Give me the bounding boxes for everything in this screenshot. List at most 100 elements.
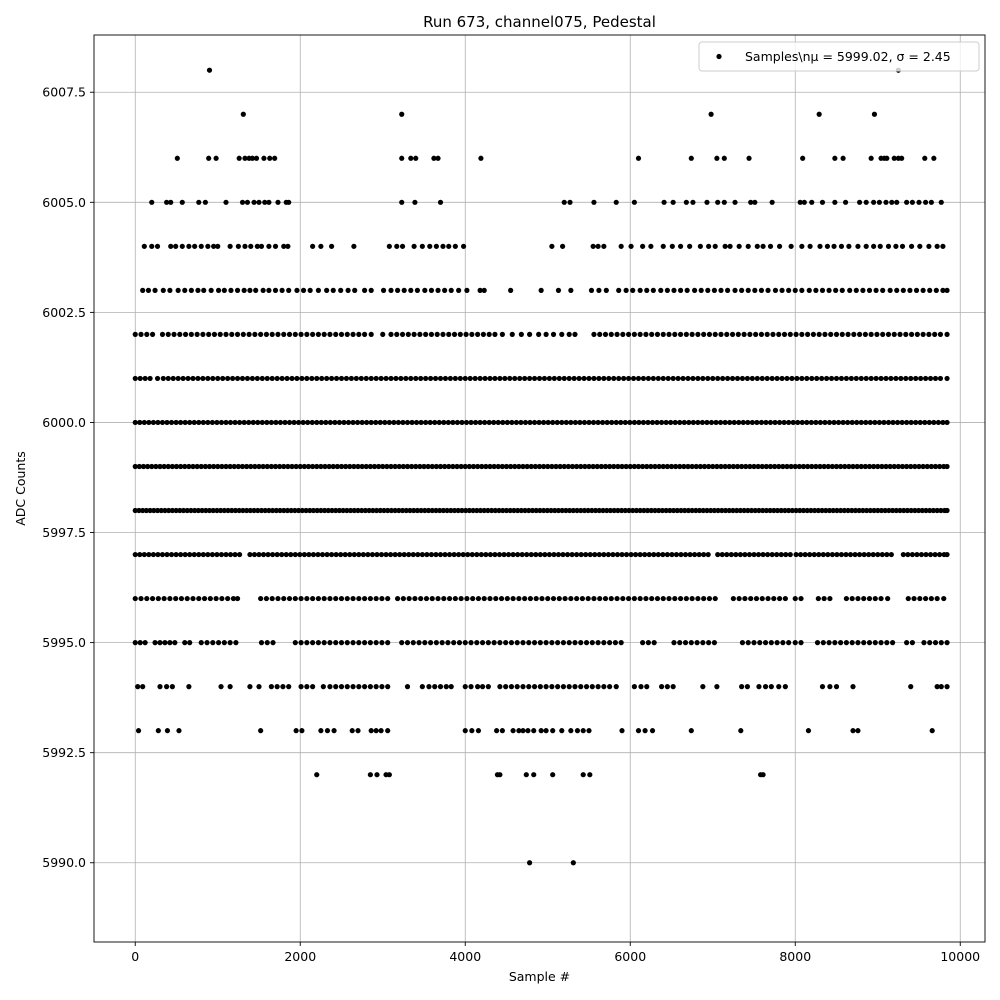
- data-point: [264, 640, 270, 646]
- data-point: [677, 243, 684, 249]
- data-point: [829, 463, 835, 470]
- data-point: [277, 419, 284, 426]
- data-point: [349, 728, 355, 734]
- data-point: [585, 507, 591, 514]
- data-point: [701, 595, 707, 602]
- data-point: [455, 507, 461, 514]
- data-point: [410, 640, 416, 646]
- data-point: [532, 463, 538, 470]
- data-point: [568, 419, 574, 426]
- data-point: [581, 507, 588, 514]
- data-point: [562, 595, 568, 602]
- data-point: [828, 331, 834, 337]
- data-point: [686, 419, 692, 426]
- data-point: [258, 728, 264, 734]
- data-point: [168, 199, 174, 205]
- data-point: [168, 419, 175, 426]
- data-point: [429, 595, 435, 602]
- data-point: [477, 419, 483, 426]
- data-point: [161, 595, 167, 602]
- data-point: [602, 331, 609, 337]
- data-point: [475, 684, 481, 690]
- data-point: [432, 419, 438, 426]
- data-point: [891, 331, 897, 337]
- data-point: [694, 640, 700, 646]
- data-point: [793, 507, 799, 514]
- data-point: [244, 199, 251, 205]
- data-point: [200, 551, 206, 558]
- data-point: [437, 507, 443, 514]
- data-point: [388, 331, 394, 337]
- data-point: [273, 419, 279, 426]
- data-point: [362, 640, 368, 646]
- data-point: [167, 640, 173, 646]
- data-point: [195, 375, 201, 382]
- data-point: [767, 507, 773, 514]
- data-point: [388, 287, 394, 293]
- data-point: [144, 595, 150, 602]
- data-point: [497, 684, 503, 690]
- data-point: [382, 419, 388, 426]
- data-point: [406, 595, 412, 602]
- data-point: [527, 375, 533, 382]
- data-point: [277, 507, 283, 514]
- data-point: [494, 728, 500, 734]
- data-point: [433, 507, 439, 514]
- data-point: [607, 507, 614, 514]
- data-point: [351, 463, 357, 470]
- data-point: [542, 551, 548, 558]
- data-point: [465, 551, 471, 558]
- data-point: [898, 375, 904, 382]
- data-point: [504, 595, 510, 602]
- data-point: [771, 507, 777, 514]
- data-point: [184, 595, 190, 602]
- data-point: [932, 640, 939, 646]
- data-point: [182, 419, 188, 426]
- data-point: [281, 463, 287, 470]
- data-point: [849, 419, 855, 426]
- data-point: [255, 507, 261, 514]
- data-point: [132, 595, 138, 602]
- data-point: [838, 507, 844, 514]
- data-point: [286, 287, 292, 293]
- data-point: [783, 551, 789, 558]
- data-point: [178, 551, 184, 558]
- data-point: [332, 419, 338, 426]
- data-point: [196, 199, 202, 205]
- data-point: [479, 640, 486, 646]
- data-point: [561, 463, 567, 470]
- data-point: [508, 684, 515, 690]
- data-point: [380, 287, 387, 293]
- data-point: [414, 507, 420, 514]
- data-point: [180, 507, 187, 514]
- data-point: [929, 728, 935, 734]
- data-point: [261, 155, 267, 161]
- data-point: [388, 375, 394, 382]
- data-point: [497, 640, 503, 646]
- data-point: [227, 684, 233, 690]
- plot-frame: [93, 34, 986, 943]
- data-point: [253, 287, 259, 293]
- data-point: [824, 375, 830, 382]
- data-point: [856, 507, 862, 514]
- data-point: [885, 243, 892, 249]
- data-point: [817, 419, 824, 426]
- data-point: [677, 419, 683, 426]
- data-point: [884, 640, 890, 646]
- data-point: [863, 199, 869, 205]
- data-point: [674, 507, 680, 514]
- data-point: [846, 243, 852, 249]
- data-point: [442, 551, 448, 558]
- data-point: [695, 331, 701, 337]
- data-point: [214, 507, 220, 514]
- data-point: [848, 375, 854, 382]
- data-point: [719, 507, 725, 514]
- data-point: [280, 684, 286, 690]
- data-point: [764, 375, 770, 382]
- y-tick-label: 6007.5: [42, 85, 86, 100]
- data-point: [258, 640, 265, 646]
- data-point: [411, 331, 417, 337]
- data-point: [646, 551, 652, 558]
- data-point: [765, 287, 771, 293]
- data-point: [338, 640, 345, 646]
